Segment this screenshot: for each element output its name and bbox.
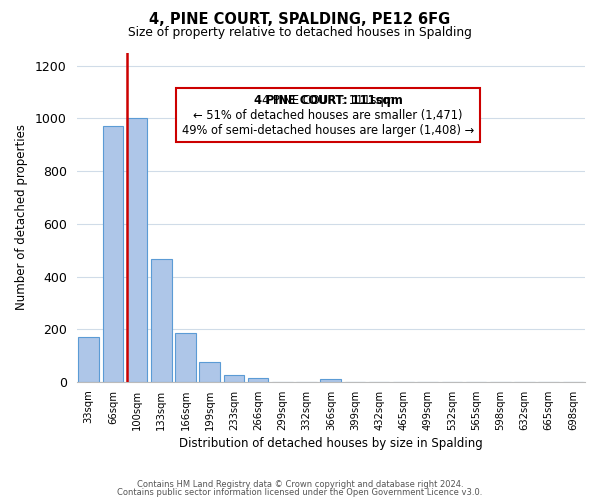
Bar — [151, 260, 172, 382]
Text: 4 PINE COURT: 111sqm
← 51% of detached houses are smaller (1,471)
49% of semi-de: 4 PINE COURT: 111sqm ← 51% of detached h… — [182, 94, 475, 136]
Bar — [127, 118, 148, 382]
Bar — [320, 379, 341, 382]
Bar — [79, 337, 99, 382]
Text: Contains public sector information licensed under the Open Government Licence v3: Contains public sector information licen… — [118, 488, 482, 497]
Bar — [224, 376, 244, 382]
Text: Contains HM Land Registry data © Crown copyright and database right 2024.: Contains HM Land Registry data © Crown c… — [137, 480, 463, 489]
Text: Size of property relative to detached houses in Spalding: Size of property relative to detached ho… — [128, 26, 472, 39]
Bar — [199, 362, 220, 382]
Bar — [175, 334, 196, 382]
Text: 4, PINE COURT, SPALDING, PE12 6FG: 4, PINE COURT, SPALDING, PE12 6FG — [149, 12, 451, 28]
Y-axis label: Number of detached properties: Number of detached properties — [15, 124, 28, 310]
Bar — [248, 378, 268, 382]
Text: 4 PINE COURT: 111sqm: 4 PINE COURT: 111sqm — [254, 94, 403, 106]
X-axis label: Distribution of detached houses by size in Spalding: Distribution of detached houses by size … — [179, 437, 482, 450]
Bar — [103, 126, 123, 382]
